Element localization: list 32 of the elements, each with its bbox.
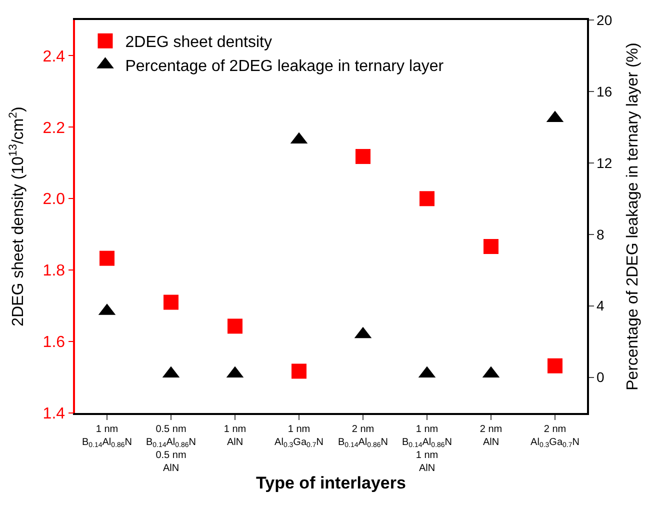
x-tick-label: 2 nm AlN: [480, 424, 502, 448]
point: [164, 294, 178, 310]
point: [292, 364, 306, 379]
x-tick-label: 1 nm B$_{0.14}$Al$_{0.86}$N: [82, 424, 132, 449]
legend-label: 2DEG sheet dentsity: [125, 34, 272, 52]
y2-tick-label: 0: [596, 369, 605, 386]
x-tick-label: 1 nm AlN: [224, 424, 246, 448]
point: [100, 250, 114, 266]
y-tick-label: 1.6: [42, 334, 66, 352]
y2-tick-label: 16: [596, 83, 612, 100]
point: [548, 358, 562, 374]
y2-tick-label: 4: [596, 298, 605, 314]
x-tick-label: 2 nm B$_{0.14}$Al$_{0.86}$N: [338, 424, 388, 449]
y2-axis-title: Percentage of 2DEG leakage in ternary layer (%): [624, 42, 642, 390]
y-tick-label: 2.0: [42, 191, 66, 208]
x-tick-label: 2 nm Al$_{0.3}$Ga$_{0.7}$N: [530, 424, 580, 449]
y-tick-label: 1.8: [42, 262, 66, 280]
y-tick-label: 1.4: [42, 406, 66, 423]
point: [484, 239, 498, 254]
point: [420, 191, 434, 206]
y2-tick-label: 8: [596, 226, 605, 242]
y-tick-label: 2.2: [42, 120, 66, 137]
point: [228, 318, 242, 334]
y-tick-label: 2.4: [42, 48, 66, 66]
y2-tick-label: 12: [596, 154, 612, 171]
x-axis-title: Type of interlayers: [256, 474, 406, 493]
point: [356, 148, 370, 164]
legend-label: Percentage of 2DEG leakage in ternary layer: [125, 58, 444, 75]
x-tick-label: 1 nm Al$_{0.3}$Ga$_{0.7}$N: [274, 424, 324, 449]
x-tick-label: 0.5 nm B$_{0.14}$Al$_{0.86}$N 0.5 nm AlN: [146, 424, 196, 474]
x-tick-label: 1 nm B$_{0.14}$Al$_{0.86}$N 1 nm AlN: [402, 424, 452, 474]
y2-tick-label: 20: [596, 12, 612, 28]
